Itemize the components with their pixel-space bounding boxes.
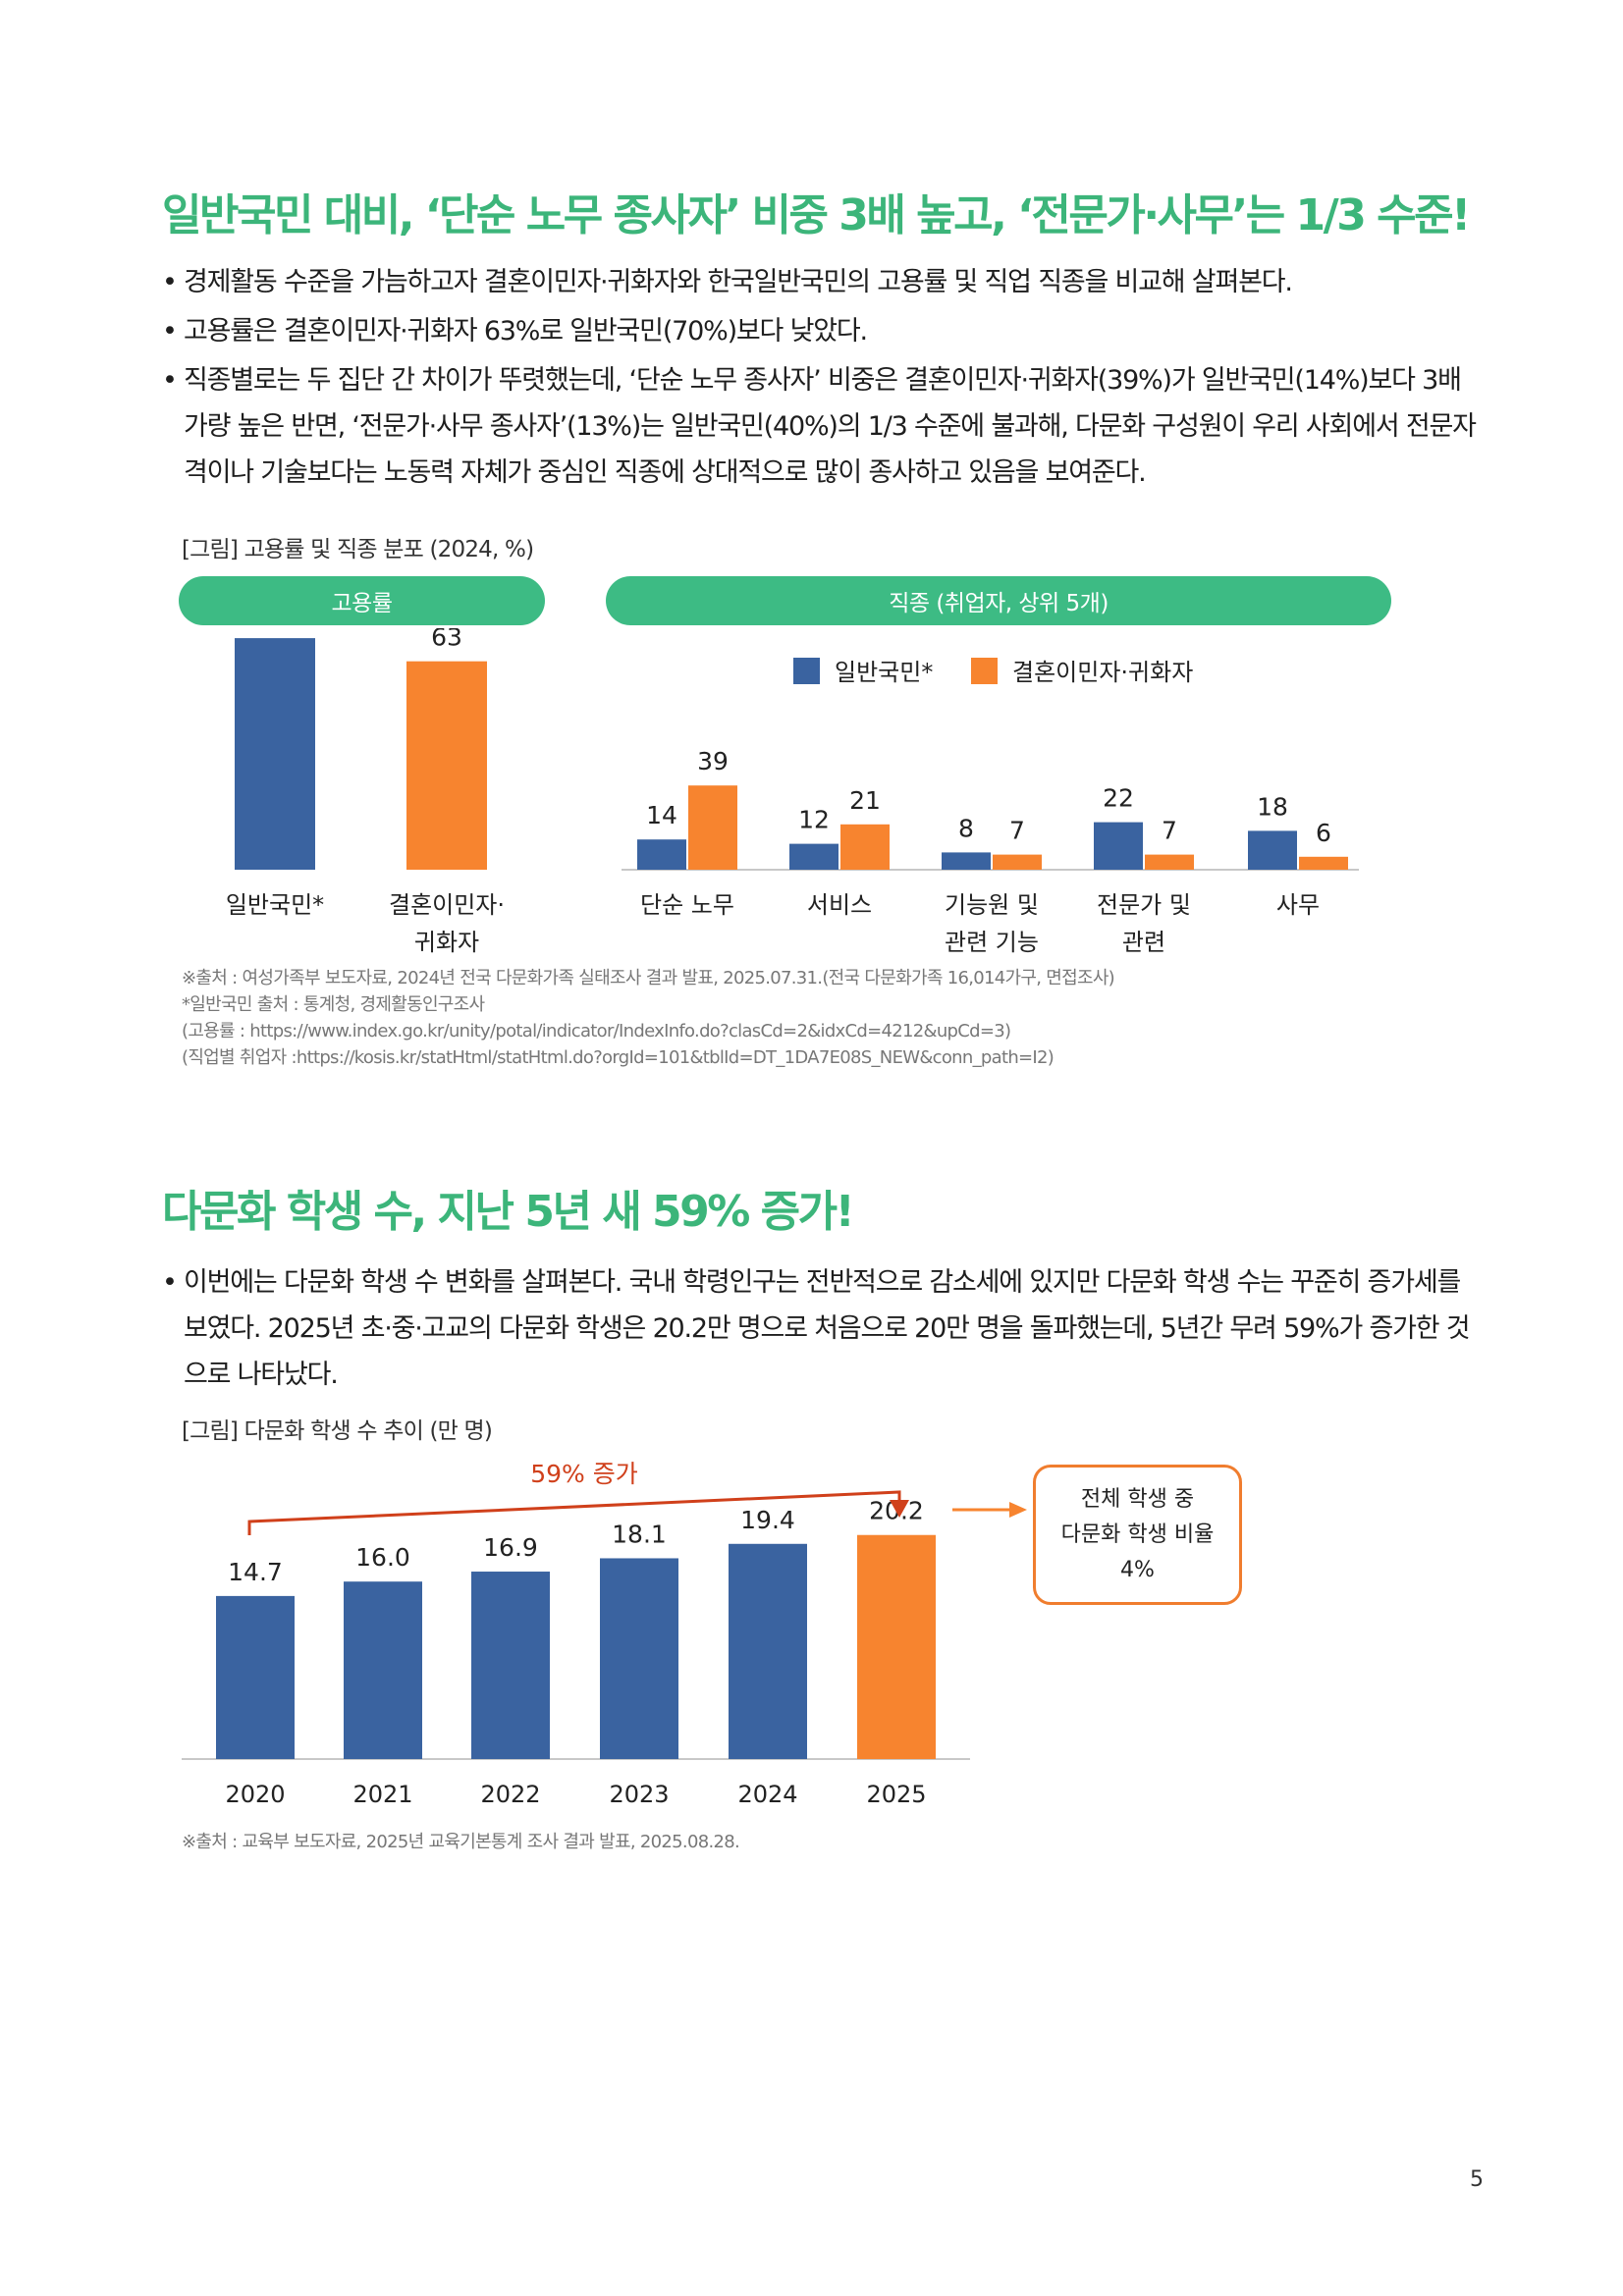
source-line: (직업별 취업자 :https://kosis.kr/statHtml/stat… — [182, 1047, 1055, 1068]
ratio-box-value: 4% — [1120, 1557, 1155, 1582]
students-value-label: 14.7 — [228, 1558, 283, 1586]
occupation-value-label: 6 — [1316, 819, 1331, 847]
students-value-label: 16.9 — [483, 1533, 538, 1562]
employment-rate-pill: 고용률 — [179, 576, 545, 625]
section2-heading: 다문화 학생 수, 지난 5년 새 59% 증가! — [162, 1187, 855, 1237]
callout-arrow-head — [1009, 1502, 1027, 1518]
occupation-category-label: 관련 — [1122, 929, 1165, 956]
figure2-sources: ※출처 : 교육부 보도자료, 2025년 교육기본통계 조사 결과 발표, 2… — [182, 1829, 740, 1855]
bullet-item: 직종별로는 두 집단 간 차이가 뚜렷했는데, ‘단순 노무 종사자’ 비중은 … — [162, 357, 1483, 496]
students-value-label: 16.0 — [355, 1543, 410, 1572]
year-tick-label: 2024 — [737, 1781, 797, 1808]
occupation-value-label: 8 — [958, 814, 974, 842]
occupation-bar — [637, 839, 686, 870]
occupation-bar — [942, 852, 991, 870]
figure1-caption: [그림] 고용률 및 직종 분포 (2024, %) — [182, 537, 534, 562]
occupation-bar — [840, 824, 890, 870]
employment-bar — [406, 661, 487, 870]
occupation-value-label: 18 — [1257, 792, 1288, 821]
students-bar — [344, 1581, 422, 1759]
occupation-bar — [1145, 854, 1194, 870]
multicultural-students-chart: 14.7 2020 16.0 2021 16.9 2022 18.1 2023 19.4 2024… — [182, 1460, 1027, 1808]
students-bar — [216, 1595, 295, 1759]
students-bar — [471, 1572, 550, 1759]
bullet-item: 경제활동 수준을 가늠하고자 결혼이민자·귀화자와 한국일반국민의 고용률 및 … — [162, 259, 1483, 305]
figure1-sources: ※출처 : 여성가족부 보도자료, 2024년 전국 다문화가족 실태조사 결과… — [182, 965, 1115, 1071]
occupation-bar — [1248, 830, 1297, 870]
source-line: ※출처 : 교육부 보도자료, 2025년 교육기본통계 조사 결과 발표, 2… — [182, 1832, 740, 1852]
employment-bar — [235, 638, 315, 870]
occupation-bar — [789, 843, 839, 870]
section1-bullets: 경제활동 수준을 가늠하고자 결혼이민자·귀화자와 한국일반국민의 고용률 및 … — [162, 259, 1483, 499]
occupation-bar — [688, 785, 737, 870]
ratio-box-line: 다문화 학생 비율 — [1060, 1522, 1215, 1547]
growth-arrow-head — [890, 1500, 909, 1518]
occupation-category-label: 관련 기능 — [945, 929, 1039, 956]
growth-label: 59% 증가 — [530, 1460, 638, 1488]
occupation-category-label: 서비스 — [807, 891, 872, 919]
bullet-item: 이번에는 다문화 학생 수 변화를 살펴본다. 국내 학령인구는 전반적으로 감… — [162, 1259, 1483, 1398]
section2-bullets: 이번에는 다문화 학생 수 변화를 살펴본다. 국내 학령인구는 전반적으로 감… — [162, 1259, 1483, 1401]
occupation-category-label: 전문가 및 — [1097, 891, 1191, 919]
employment-value-label: 63 — [431, 628, 462, 652]
figure2-caption: [그림] 다문화 학생 수 추이 (만 명) — [182, 1418, 493, 1444]
page-number: 5 — [1470, 2167, 1484, 2192]
students-value-label: 19.4 — [740, 1506, 795, 1534]
occupation-value-label: 12 — [798, 806, 830, 834]
students-bar — [600, 1558, 678, 1759]
occupation-value-label: 7 — [1009, 817, 1025, 845]
occupation-value-label: 14 — [646, 801, 677, 829]
students-bar — [729, 1543, 807, 1759]
occupation-category-label: 기능원 및 — [945, 891, 1039, 919]
occupation-value-label: 21 — [849, 786, 881, 815]
occupation-category-label: 사무 — [1276, 891, 1320, 919]
year-tick-label: 2022 — [480, 1781, 540, 1808]
source-line: (고용률 : https://www.index.go.kr/unity/pot… — [182, 1021, 1011, 1041]
ratio-box-line: 전체 학생 중 — [1080, 1486, 1195, 1512]
occupation-bar — [1094, 822, 1143, 870]
occupation-bar — [1299, 856, 1348, 870]
employment-category-label: 일반국민* — [226, 891, 324, 919]
legend-label: 결혼이민자·귀화자 — [1012, 659, 1193, 686]
source-line: ※출처 : 여성가족부 보도자료, 2024년 전국 다문화가족 실태조사 결과… — [182, 968, 1115, 988]
legend-swatch — [793, 658, 820, 684]
bullet-item: 고용률은 결혼이민자·귀화자 63%로 일반국민(70%)보다 낮았다. — [162, 308, 1483, 354]
section1-heading: 일반국민 대비, ‘단순 노무 종사자’ 비중 3배 높고, ‘전문가·사무’는… — [162, 190, 1471, 240]
source-line: *일반국민 출처 : 통계청, 경제활동인구조사 — [182, 994, 485, 1015]
year-tick-label: 2025 — [866, 1781, 926, 1808]
occupation-value-label: 7 — [1162, 817, 1177, 845]
occupation-bar — [993, 854, 1042, 870]
students-bar — [857, 1534, 936, 1759]
year-tick-label: 2020 — [225, 1781, 285, 1808]
employment-category-label: 귀화자 — [414, 929, 479, 956]
student-ratio-box: 전체 학생 중 다문화 학생 비율 4% — [1033, 1465, 1242, 1605]
occupation-value-label: 22 — [1103, 784, 1134, 813]
growth-bracket-line — [247, 1490, 901, 1535]
legend-swatch — [971, 658, 998, 684]
occupation-category-label: 단순 노무 — [640, 891, 734, 919]
year-tick-label: 2023 — [609, 1781, 669, 1808]
employment-category-label: 결혼이민자· — [389, 891, 505, 919]
legend-label: 일반국민* — [835, 659, 933, 686]
occupation-value-label: 39 — [697, 747, 729, 775]
occupation-pill: 직종 (취업자, 상위 5개) — [606, 576, 1391, 625]
students-value-label: 18.1 — [612, 1520, 667, 1548]
year-tick-label: 2021 — [352, 1781, 412, 1808]
